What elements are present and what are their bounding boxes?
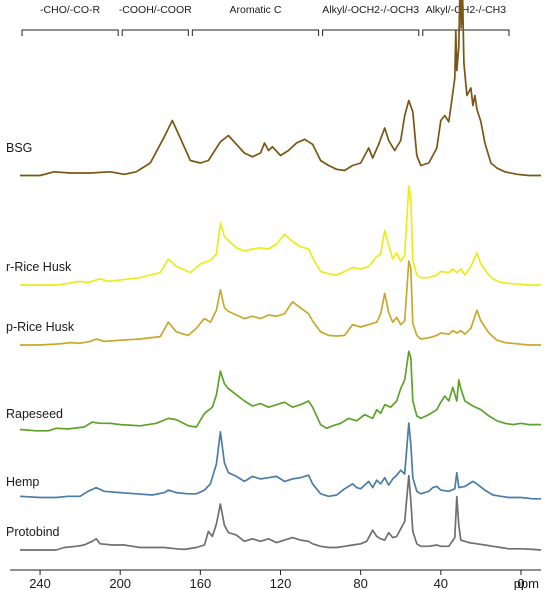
x-tick-label: 160 (190, 576, 212, 590)
x-tick-label: 80 (353, 576, 367, 590)
region-bracket (422, 29, 510, 36)
region-label: Aromatic C (229, 4, 281, 16)
spectrum-line-r-rice-husk (20, 184, 541, 286)
region-bracket (191, 29, 320, 36)
x-tick-label: 0 (517, 576, 524, 590)
x-tick-label: 40 (434, 576, 448, 590)
region-label: Alkyl/-OCH2-/-OCH3 (322, 4, 419, 16)
region-brackets: -CHO/-CO-R -COOH/-COOR Aromatic C Alkyl/-OC… (21, 4, 510, 36)
region-bracket (322, 29, 420, 36)
region-bracket (21, 29, 119, 36)
region-label: -COOH/-COOR (119, 4, 192, 16)
spectrum-line-rapeseed (19, 350, 541, 432)
series-label: Hemp (6, 475, 39, 489)
region-bracket (121, 29, 189, 36)
spectrum-line-protobind (20, 474, 542, 551)
x-tick-label: 200 (109, 576, 131, 590)
x-tick-label: 120 (270, 576, 292, 590)
series-label: Rapeseed (6, 407, 63, 421)
x-axis-unit: ppm (514, 576, 539, 590)
spectrum-line-p-rice-husk (20, 260, 541, 346)
series-label: r-Rice Husk (6, 260, 72, 274)
series-label: p-Rice Husk (6, 320, 75, 334)
x-tick-label: 240 (29, 576, 51, 590)
spectrum-line-bsg (20, 0, 541, 177)
spectrum-line-hemp (19, 422, 541, 500)
region-label: -CHO/-CO-R (40, 4, 100, 16)
series-labels: BSG r-Rice Husk p-Rice Husk Rapeseed Hemp Pro… (6, 141, 75, 539)
series-label: BSG (6, 141, 32, 155)
spectra-group (19, 0, 542, 551)
series-label: Protobind (6, 525, 60, 539)
region-label: Alkyl/-CH2-/-CH3 (426, 4, 507, 16)
